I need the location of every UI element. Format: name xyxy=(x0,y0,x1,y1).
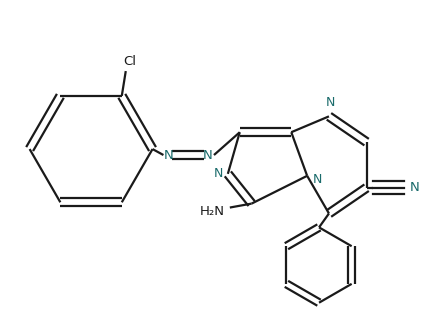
Text: Cl: Cl xyxy=(123,55,136,68)
Text: N: N xyxy=(203,149,213,161)
Text: H₂N: H₂N xyxy=(200,205,225,218)
Text: N: N xyxy=(312,173,322,186)
Text: N: N xyxy=(164,149,173,161)
Text: N: N xyxy=(409,181,419,194)
Text: N: N xyxy=(213,167,222,180)
Text: N: N xyxy=(326,96,335,109)
